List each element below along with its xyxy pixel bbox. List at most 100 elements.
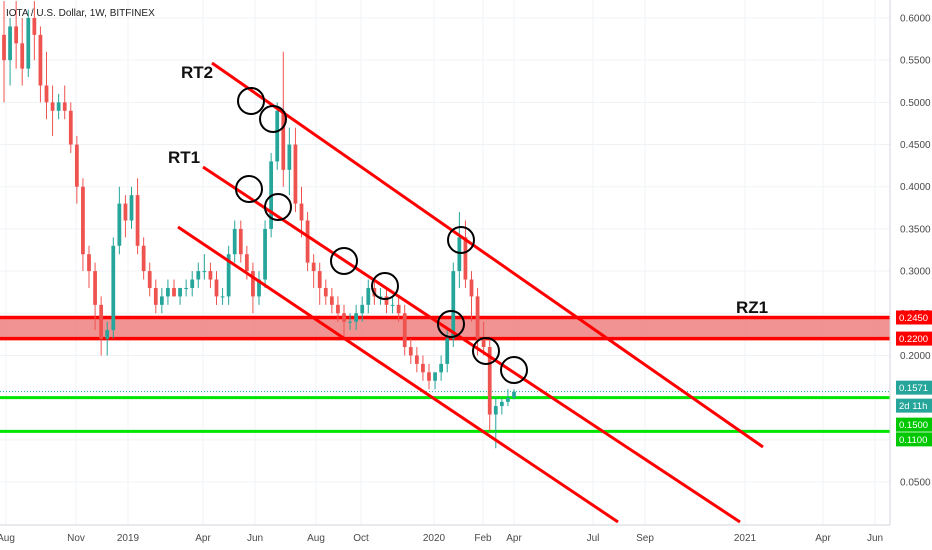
candle-body-25 (153, 287, 158, 305)
candle-body-40 (244, 254, 249, 272)
candle-body-10 (62, 102, 67, 111)
candle-body-65 (396, 304, 401, 314)
candle-body-60 (366, 287, 371, 305)
touch-circle-9 (500, 356, 528, 384)
y-tick-label: 0.4500 (900, 140, 931, 151)
y-tick-label: 0.3500 (900, 224, 931, 235)
x-tick-label: 2020 (423, 533, 446, 544)
x-tick-label: Aug (307, 533, 325, 544)
price-tag-bg-2 (896, 380, 932, 395)
annotation-rz1: RZ1 (736, 298, 768, 317)
candle-body-39 (238, 228, 243, 255)
touch-circle-3 (264, 193, 292, 221)
candle-body-55 (336, 304, 340, 314)
candle-body-1 (8, 26, 12, 61)
candle-body-54 (329, 296, 334, 305)
price-tag-resistance: 0.2450 (899, 313, 928, 324)
price-tag-support: 0.1500 (899, 420, 928, 431)
candle-body-76 (463, 237, 468, 280)
candle-body-64 (390, 304, 395, 306)
candle-body-74 (451, 271, 456, 339)
candle-body-80 (487, 347, 492, 415)
candle-body-21 (129, 195, 134, 221)
x-tick-label: Jun (867, 533, 883, 544)
price-tag-bg-0 (896, 310, 932, 325)
annotation-labels: RT2 RT1 RZ1 (168, 63, 768, 317)
candle-body-34 (208, 271, 213, 280)
candle-body-14 (87, 254, 91, 272)
y-tick-label: 0.2000 (900, 351, 931, 362)
candle-body-8 (50, 102, 55, 111)
x-tick-label: Apr (815, 533, 831, 544)
candle-body-52 (317, 271, 322, 288)
touch-circle-1 (259, 105, 287, 133)
candle-body-72 (439, 363, 444, 373)
candle-body-51 (311, 262, 316, 272)
candle-body-68 (414, 355, 419, 364)
price-tag-support: 0.1100 (899, 435, 927, 446)
candle-body-58 (354, 313, 359, 322)
candle-body-4 (26, 18, 31, 69)
candle-body-77 (469, 279, 474, 297)
candle-body-38 (232, 228, 237, 255)
candle-body-36 (220, 296, 225, 298)
x-tick-label: Aug (0, 533, 15, 544)
candle-body-35 (214, 279, 219, 297)
x-tick-label: Feb (474, 533, 492, 544)
candle-body-11 (68, 110, 73, 145)
candle-body-0 (2, 34, 6, 61)
candle-body-66 (402, 313, 407, 348)
candle-body-18 (111, 245, 116, 331)
candle-body-6 (38, 34, 43, 86)
candle-body-42 (257, 279, 261, 297)
candle-body-79 (481, 338, 486, 348)
price-tag-bg-5 (896, 432, 932, 447)
candle-body-17 (105, 330, 110, 339)
candle-body-82 (499, 401, 504, 407)
candle-body-46 (281, 110, 286, 170)
candle-body-57 (348, 321, 352, 323)
y-tick-label: 0.0500 (900, 478, 931, 489)
candle-body-29 (178, 287, 182, 297)
candle-body-15 (93, 271, 97, 305)
candle-body-31 (190, 279, 195, 288)
chart-title: IOTA / U.S. Dollar, 1W, BITFINEX (6, 8, 155, 19)
candle-body-16 (99, 304, 104, 339)
candle-body-13 (81, 186, 85, 255)
x-tick-label: 2019 (117, 533, 140, 544)
candle-body-9 (56, 102, 61, 111)
touch-circle-4 (330, 247, 358, 275)
candle-body-26 (159, 296, 164, 305)
candle-body-20 (123, 203, 128, 221)
x-tick-label: Apr (195, 533, 211, 544)
touch-circle-6 (447, 226, 475, 254)
candle-body-3 (20, 43, 25, 69)
candle-body-73 (445, 338, 450, 364)
candle-body-53 (323, 287, 328, 297)
touch-circles (235, 87, 528, 384)
candle-body-43 (263, 228, 267, 280)
candle-body-7 (44, 85, 49, 103)
x-tick-label: 2021 (734, 533, 757, 544)
candle-body-63 (384, 296, 389, 305)
x-tick-label: Jun (247, 533, 263, 544)
candle-body-37 (226, 254, 231, 297)
touch-circle-0 (237, 87, 265, 115)
grid-lines (0, 0, 890, 525)
candle-body-23 (141, 245, 146, 272)
price-tag-bg-3 (896, 398, 932, 413)
candle-body-30 (184, 287, 189, 289)
candle-body-50 (305, 220, 310, 263)
candle-body-41 (251, 271, 255, 297)
candle-body-24 (147, 271, 152, 288)
candle-body-56 (342, 313, 346, 322)
touch-circle-5 (371, 272, 399, 300)
candle-body-27 (166, 287, 170, 297)
candle-body-19 (117, 203, 122, 246)
candle-body-67 (408, 347, 413, 356)
y-tick-label: 0.6000 (900, 14, 931, 25)
y-tick-label: 0.5000 (900, 98, 931, 109)
candle-body-5 (32, 18, 37, 35)
annotation-rt1: RT1 (168, 148, 200, 167)
